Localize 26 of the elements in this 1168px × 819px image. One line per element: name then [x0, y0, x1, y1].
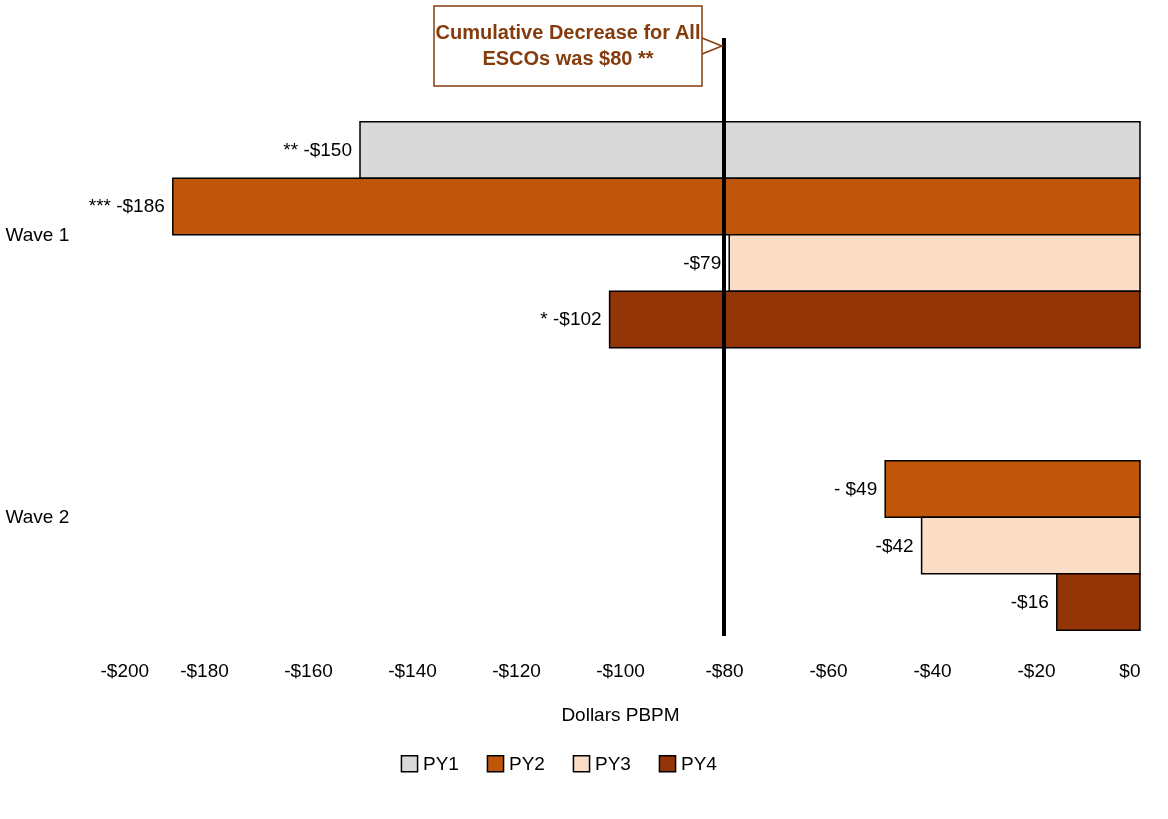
- legend-label: PY2: [509, 752, 545, 774]
- data-label: ** -$150: [283, 138, 352, 160]
- data-label: -$42: [875, 534, 914, 556]
- data-label: -$79: [683, 251, 722, 273]
- legend-label: PY3: [595, 752, 631, 774]
- x-axis-title: Dollars PBPM: [561, 703, 680, 725]
- x-tick-label: $0: [1119, 659, 1141, 681]
- data-label: *** -$186: [88, 195, 165, 217]
- data-label: - $49: [833, 478, 878, 500]
- x-tick-label: -$160: [284, 659, 333, 681]
- y-tick-label: Wave 2: [5, 506, 70, 528]
- x-tick-label: -$80: [705, 659, 744, 681]
- data-label: -$16: [1010, 591, 1049, 613]
- x-tick-label: -$100: [596, 659, 645, 681]
- y-tick-label: Wave 1: [5, 223, 70, 245]
- x-tick-label: -$140: [388, 659, 437, 681]
- ref-line-label: Cumulative Decrease for All ESCOs was $80 **: [435, 21, 701, 69]
- x-tick-label: -$200: [100, 659, 150, 681]
- data-label: * -$102: [540, 308, 602, 330]
- x-tick-label: -$60: [809, 659, 848, 681]
- x-tick-label: -$180: [180, 659, 229, 681]
- x-tick-label: -$120: [492, 659, 541, 681]
- x-tick-label: -$20: [1017, 659, 1056, 681]
- legend-label: PY1: [423, 752, 459, 774]
- x-tick-label: -$40: [913, 659, 952, 681]
- legend-label: PY4: [681, 752, 718, 774]
